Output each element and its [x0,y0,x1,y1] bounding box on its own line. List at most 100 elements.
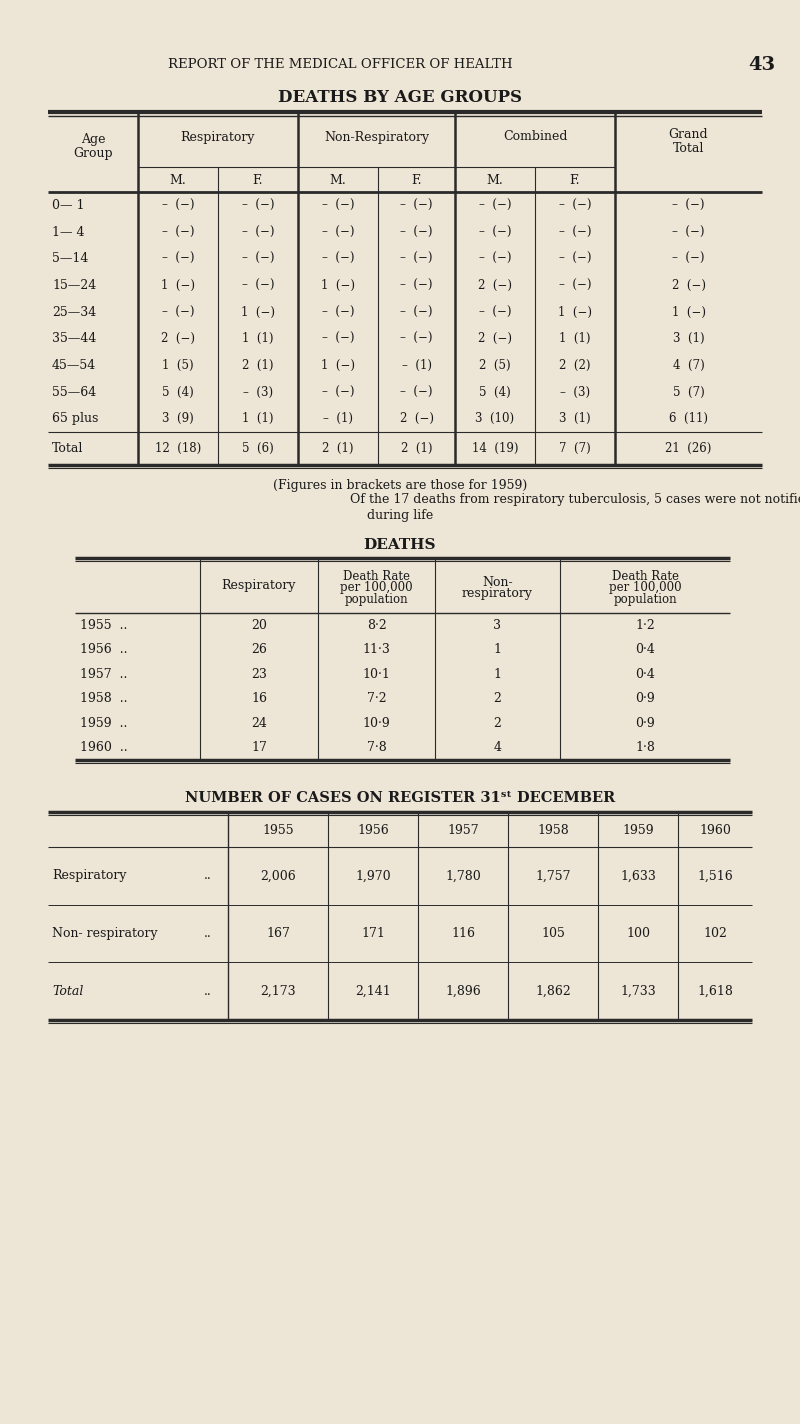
Text: 2  (2): 2 (2) [559,359,590,372]
Text: 12  (18): 12 (18) [155,441,201,454]
Text: 25—34: 25—34 [52,306,96,319]
Text: 2  (1): 2 (1) [242,359,274,372]
Text: DEATHS BY AGE GROUPS: DEATHS BY AGE GROUPS [278,90,522,107]
Text: –  (−): – (−) [400,306,433,319]
Text: Grand: Grand [669,128,708,141]
Text: Total: Total [52,441,83,454]
Text: –  (−): – (−) [672,199,705,212]
Text: 1957: 1957 [447,824,479,837]
Text: 21  (26): 21 (26) [666,441,712,454]
Text: 1959: 1959 [622,824,654,837]
Text: 1960: 1960 [699,824,731,837]
Text: per 100,000: per 100,000 [609,581,682,594]
Text: –  (−): – (−) [558,199,591,212]
Text: 1  (−): 1 (−) [558,306,592,319]
Text: –  (−): – (−) [322,332,354,345]
Text: 1,970: 1,970 [355,869,391,883]
Text: Total: Total [52,984,83,998]
Text: 1,757: 1,757 [535,869,570,883]
Text: 10·9: 10·9 [362,716,390,729]
Text: 0·9: 0·9 [635,692,655,705]
Text: –  (−): – (−) [400,386,433,399]
Text: 2  (1): 2 (1) [322,441,354,454]
Text: 1  (1): 1 (1) [242,412,274,426]
Text: Non- respiratory: Non- respiratory [52,927,158,940]
Text: Age: Age [81,132,106,145]
Text: –  (1): – (1) [402,359,431,372]
Text: 6  (11): 6 (11) [669,412,708,426]
Text: –  (−): – (−) [672,252,705,265]
Text: 7·2: 7·2 [366,692,386,705]
Text: 5  (6): 5 (6) [242,441,274,454]
Text: 1,780: 1,780 [445,869,481,883]
Text: 15—24: 15—24 [52,279,96,292]
Text: 16: 16 [251,692,267,705]
Text: 43: 43 [749,56,775,74]
Text: –  (−): – (−) [672,225,705,238]
Text: 1960  ..: 1960 .. [80,742,128,755]
Text: 1  (1): 1 (1) [242,332,274,345]
Text: –  (−): – (−) [162,225,194,238]
Text: –  (−): – (−) [242,279,274,292]
Text: 11·3: 11·3 [362,644,390,656]
Text: 100: 100 [626,927,650,940]
Text: 1  (−): 1 (−) [161,279,195,292]
Text: –  (−): – (−) [478,225,511,238]
Text: –  (−): – (−) [400,225,433,238]
Text: –  (−): – (−) [162,199,194,212]
Text: 1  (−): 1 (−) [241,306,275,319]
Text: 1  (−): 1 (−) [321,359,355,372]
Text: 0·4: 0·4 [635,668,655,681]
Text: –  (−): – (−) [400,279,433,292]
Text: Respiratory: Respiratory [52,869,126,883]
Text: 2  (−): 2 (−) [671,279,706,292]
Text: 1  (1): 1 (1) [559,332,590,345]
Text: –  (−): – (−) [322,252,354,265]
Text: 1  (−): 1 (−) [671,306,706,319]
Text: F.: F. [253,175,263,188]
Text: 23: 23 [251,668,267,681]
Text: 0·4: 0·4 [635,644,655,656]
Text: 3: 3 [494,619,502,632]
Text: –  (−): – (−) [400,199,433,212]
Text: 1,633: 1,633 [620,869,656,883]
Text: 2  (−): 2 (−) [399,412,434,426]
Text: –  (−): – (−) [322,199,354,212]
Text: –  (−): – (−) [242,199,274,212]
Text: 1957  ..: 1957 .. [80,668,127,681]
Text: 10·1: 10·1 [362,668,390,681]
Text: M.: M. [170,175,186,188]
Text: –  (−): – (−) [322,225,354,238]
Text: –  (−): – (−) [478,252,511,265]
Text: 45—54: 45—54 [52,359,96,372]
Text: M.: M. [486,175,503,188]
Text: F.: F. [411,175,422,188]
Text: –  (−): – (−) [558,225,591,238]
Text: 2  (5): 2 (5) [479,359,511,372]
Text: 0·9: 0·9 [635,716,655,729]
Text: 55—64: 55—64 [52,386,96,399]
Text: 0— 1: 0— 1 [52,199,85,212]
Text: 167: 167 [266,927,290,940]
Text: 2  (−): 2 (−) [478,279,512,292]
Text: population: population [613,594,677,607]
Text: –  (−): – (−) [162,306,194,319]
Text: Group: Group [73,148,113,161]
Text: 4  (7): 4 (7) [673,359,704,372]
Text: per 100,000: per 100,000 [340,581,413,594]
Text: 1955  ..: 1955 .. [80,619,127,632]
Text: 1959  ..: 1959 .. [80,716,127,729]
Text: 2  (1): 2 (1) [401,441,432,454]
Text: DEATHS: DEATHS [364,538,436,553]
Text: –  (−): – (−) [400,252,433,265]
Text: Total: Total [673,141,704,154]
Text: 1956: 1956 [357,824,389,837]
Text: –  (−): – (−) [322,306,354,319]
Text: NUMBER OF CASES ON REGISTER 31ˢᵗ DECEMBER: NUMBER OF CASES ON REGISTER 31ˢᵗ DECEMBE… [185,790,615,805]
Text: –  (−): – (−) [322,386,354,399]
Text: –  (−): – (−) [478,306,511,319]
Text: 2,173: 2,173 [260,984,296,998]
Text: 1,618: 1,618 [697,984,733,998]
Text: population: population [345,594,408,607]
Text: 24: 24 [251,716,267,729]
